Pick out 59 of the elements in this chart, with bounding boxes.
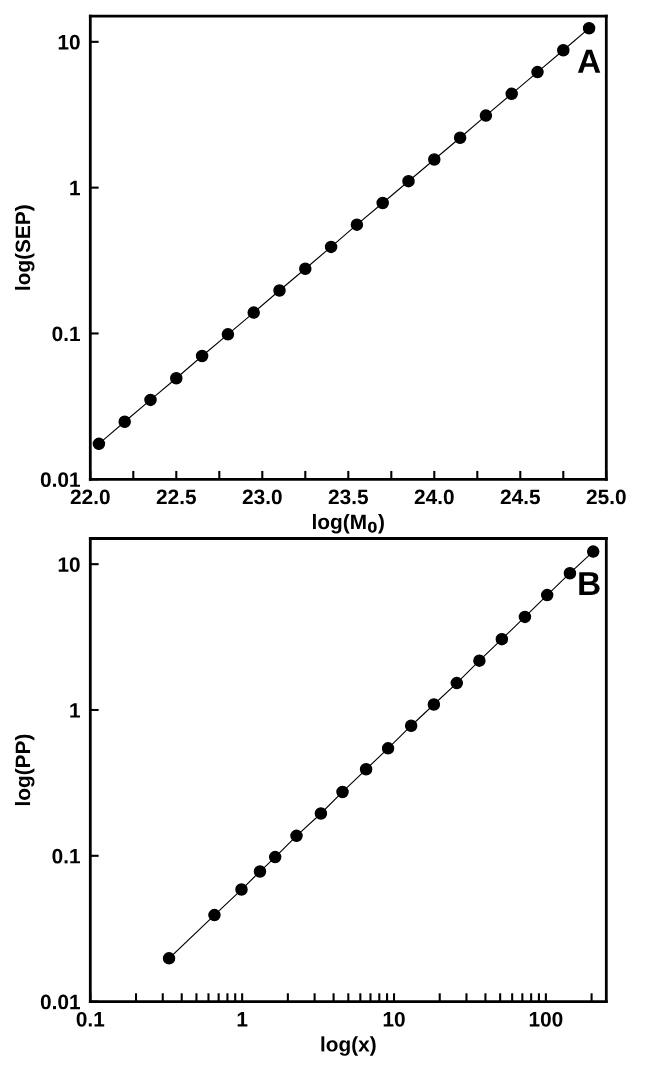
point: [376, 196, 389, 210]
x-tick-label: 1: [237, 1012, 248, 1027]
point: [582, 21, 596, 35]
point: [170, 371, 183, 385]
x-tick-label: 22.5: [156, 489, 196, 505]
x-tick-label: 10: [383, 1011, 405, 1027]
y-axis-title: log(PP): [14, 734, 35, 806]
point: [314, 807, 328, 820]
point: [336, 785, 349, 799]
point: [221, 328, 235, 341]
point: [531, 65, 544, 79]
y-tick-label: 1: [70, 180, 80, 196]
y-tick-label: 10: [58, 34, 80, 50]
point: [195, 349, 209, 363]
y-tick-label: 0.1: [52, 326, 80, 342]
point: [557, 44, 570, 57]
annotation: B: [579, 572, 600, 596]
point: [273, 284, 286, 297]
point: [404, 719, 418, 732]
annotation: A: [577, 49, 601, 73]
y-tick-label: 10: [58, 557, 80, 572]
point: [428, 153, 441, 166]
x-tick-label: 100: [529, 1011, 563, 1027]
point: [453, 131, 467, 144]
point: [505, 87, 518, 101]
y-tick-label: 1: [70, 703, 80, 718]
point: [381, 742, 395, 755]
point: [359, 763, 373, 776]
point: [479, 109, 493, 122]
point: [324, 240, 338, 254]
point: [299, 262, 312, 275]
point: [402, 174, 415, 188]
point: [144, 393, 157, 407]
y-tick-label: 0.01: [40, 994, 80, 1010]
point: [518, 610, 532, 624]
point: [540, 588, 554, 602]
x-tick-label: 24.5: [500, 489, 540, 505]
x-axis-title: log(x): [321, 1036, 376, 1056]
point: [247, 306, 260, 319]
x-tick-label: 23.0: [242, 489, 282, 505]
y-tick-label: 0.01: [40, 472, 80, 488]
point: [563, 566, 577, 580]
y-axis-title: log(SEP): [14, 205, 35, 290]
x-tick-label: 22.0: [70, 489, 110, 505]
y-tick-label: 0.1: [52, 848, 80, 864]
x-tick-label: 24.0: [414, 489, 454, 505]
point: [450, 676, 464, 690]
x-tick-label: 23.5: [328, 489, 368, 505]
point: [268, 850, 282, 864]
point: [118, 415, 131, 429]
point: [92, 437, 106, 451]
point: [473, 654, 486, 667]
point: [586, 545, 600, 558]
point: [350, 218, 364, 231]
x-tick-label: 25.0: [586, 489, 626, 505]
point: [427, 698, 441, 711]
point: [495, 632, 509, 646]
x-axis-title: log(M$_{0}$): [312, 513, 384, 534]
point: [290, 829, 303, 843]
